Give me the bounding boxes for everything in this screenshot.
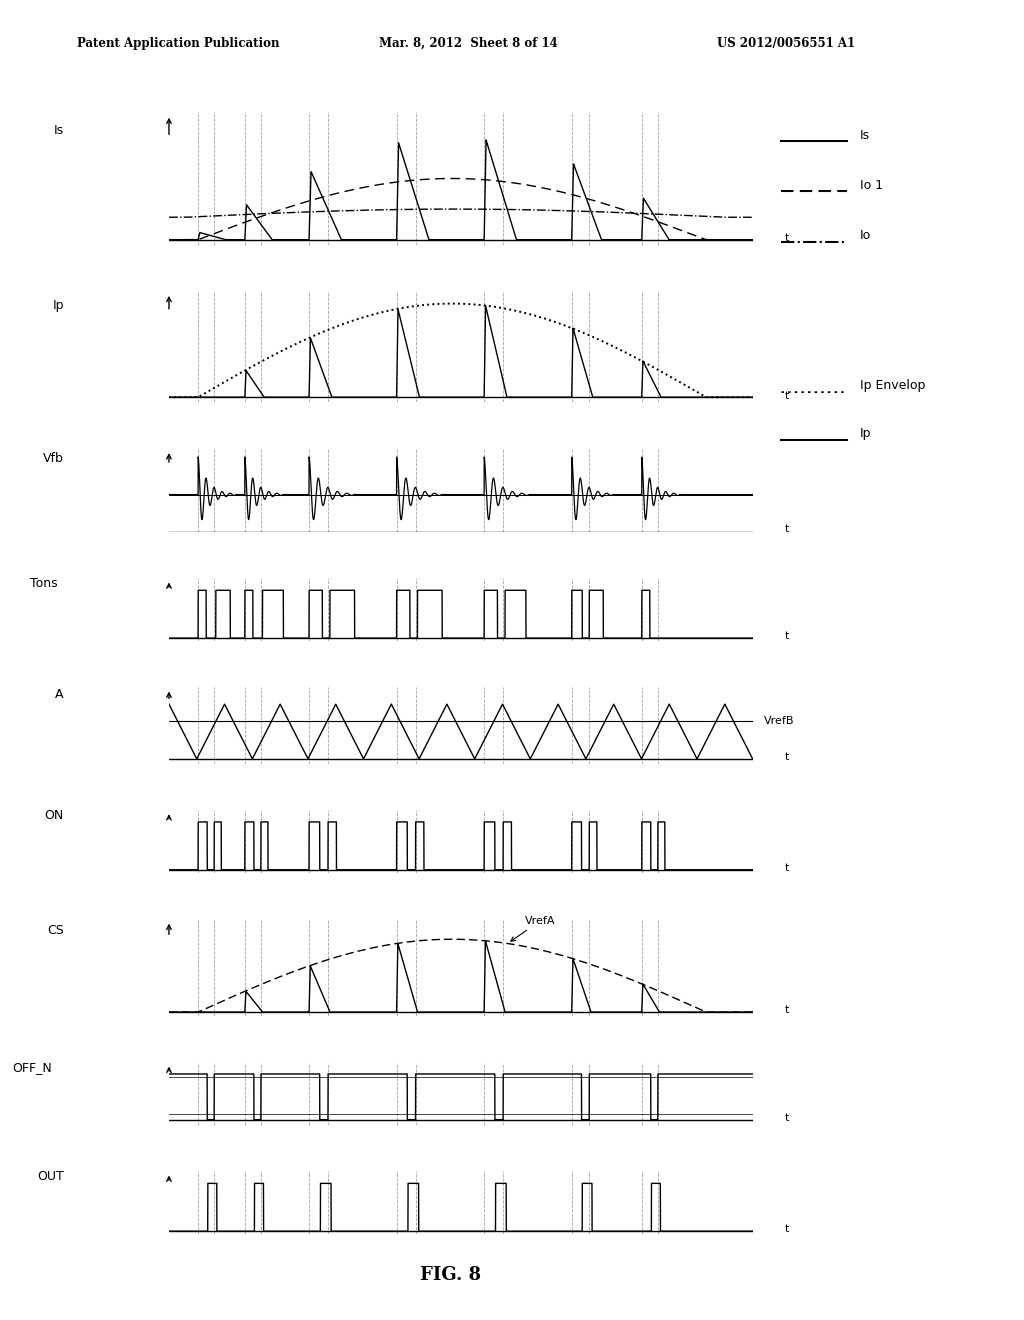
Text: t: t xyxy=(784,1113,790,1123)
Text: Patent Application Publication: Patent Application Publication xyxy=(77,37,280,50)
Text: Vfb: Vfb xyxy=(43,451,63,465)
Text: ON: ON xyxy=(45,809,63,822)
Text: t: t xyxy=(784,234,790,243)
Text: t: t xyxy=(784,524,790,535)
Text: Ip Envelop: Ip Envelop xyxy=(860,379,926,392)
Text: t: t xyxy=(784,391,790,401)
Text: Mar. 8, 2012  Sheet 8 of 14: Mar. 8, 2012 Sheet 8 of 14 xyxy=(379,37,558,50)
Text: OFF_N: OFF_N xyxy=(12,1061,52,1073)
Text: Tons: Tons xyxy=(31,577,58,590)
Text: t: t xyxy=(784,1006,790,1015)
Text: US 2012/0056551 A1: US 2012/0056551 A1 xyxy=(717,37,855,50)
Text: A: A xyxy=(55,688,63,701)
Text: Io 1: Io 1 xyxy=(860,178,884,191)
Text: Ip: Ip xyxy=(52,298,63,312)
Text: t: t xyxy=(784,631,790,642)
Text: Io: Io xyxy=(860,228,871,242)
Text: VrefA: VrefA xyxy=(511,916,555,941)
Text: Is: Is xyxy=(860,128,870,141)
Text: FIG. 8: FIG. 8 xyxy=(420,1266,481,1284)
Text: CS: CS xyxy=(47,924,63,937)
Text: t: t xyxy=(784,752,790,763)
Text: OUT: OUT xyxy=(37,1170,63,1183)
Text: t: t xyxy=(784,1224,790,1234)
Text: Is: Is xyxy=(54,124,63,137)
Text: t: t xyxy=(784,863,790,873)
Text: Ip: Ip xyxy=(860,426,871,440)
Text: VrefB: VrefB xyxy=(764,715,795,726)
